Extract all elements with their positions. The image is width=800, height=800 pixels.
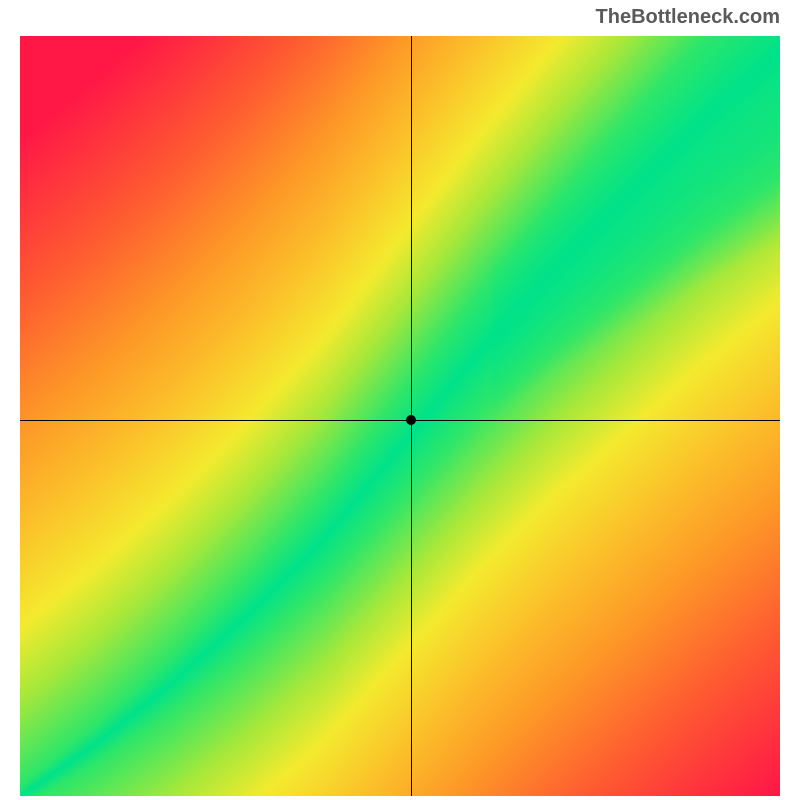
bottleneck-heatmap (20, 36, 780, 796)
crosshair-horizontal (20, 420, 780, 421)
watermark-text: TheBottleneck.com (596, 6, 780, 29)
heatmap-canvas (20, 36, 780, 796)
selection-marker (406, 415, 416, 425)
